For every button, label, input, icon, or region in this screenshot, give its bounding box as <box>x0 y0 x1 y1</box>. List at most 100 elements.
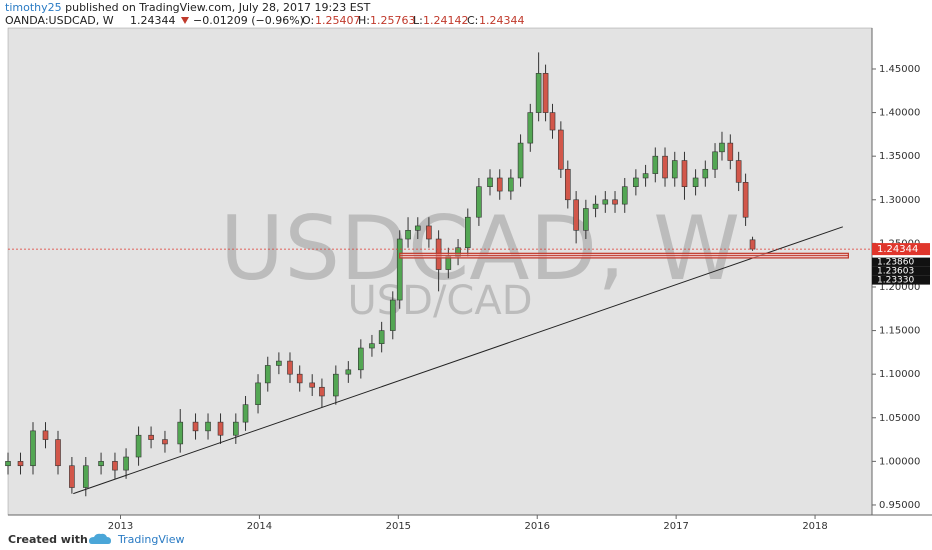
candle-body <box>558 129 564 170</box>
candle-body <box>55 439 61 467</box>
watermark-sub: USD/CAD <box>347 278 532 324</box>
candle-body <box>148 434 154 440</box>
low-value: 1.24142 <box>423 14 469 27</box>
candle-body <box>735 160 742 183</box>
candle-body <box>396 238 403 301</box>
candle-body <box>319 386 325 397</box>
candle-body <box>573 199 579 231</box>
candle-body <box>135 434 142 458</box>
candle-body <box>681 160 688 188</box>
x-tick-label: 2013 <box>108 521 133 532</box>
candle-body <box>749 239 756 250</box>
last-price: 1.24344 <box>130 14 176 27</box>
candle-body <box>527 112 534 144</box>
y-tick-label: 1.05000 <box>879 413 920 424</box>
plot-area <box>7 27 873 516</box>
footer-brand[interactable]: TradingView <box>117 533 184 546</box>
candle-body <box>702 168 709 179</box>
candle-body <box>414 225 421 231</box>
x-tick-label: 2014 <box>247 521 272 532</box>
candle-body <box>82 465 89 488</box>
y-tick-label: 1.20000 <box>879 282 920 293</box>
candle-body <box>17 461 24 467</box>
candle-body <box>642 173 649 179</box>
candle-body <box>535 73 542 113</box>
candle-body <box>592 203 599 209</box>
zone-badge-label: 1.23603 <box>877 267 914 277</box>
candle-body <box>612 199 618 205</box>
logo <box>89 533 111 544</box>
candle-body <box>345 369 352 375</box>
zone-badge-label: 1.23860 <box>877 258 914 268</box>
candle-body <box>564 168 571 201</box>
candle-body <box>264 365 271 384</box>
x-tick-label: 2018 <box>802 521 827 532</box>
candle-body <box>719 142 725 153</box>
candle-body <box>30 430 36 467</box>
candle-body <box>583 208 589 231</box>
candle-body <box>692 177 699 188</box>
candle-body <box>487 177 493 188</box>
candle-body <box>5 461 11 467</box>
high-value: 1.25763 <box>370 14 416 27</box>
candle-body <box>369 343 375 349</box>
low-label: L: <box>413 14 423 27</box>
candle-body <box>621 186 628 205</box>
candle-body <box>242 404 249 423</box>
candle-body <box>405 229 411 240</box>
symbol: OANDA:USDCAD, W <box>5 14 114 27</box>
zone-badge <box>872 257 930 267</box>
candle-body <box>712 151 718 170</box>
candle-body <box>727 142 734 161</box>
candle-body <box>389 299 396 331</box>
zone-badge <box>872 275 930 285</box>
zone-badge <box>872 266 930 276</box>
y-tick-label: 1.10000 <box>879 369 920 380</box>
y-tick-label: 1.15000 <box>879 326 920 337</box>
y-tick-label: 1.30000 <box>879 195 920 206</box>
candle-body <box>309 382 316 388</box>
y-tick-label: 0.95000 <box>879 500 920 511</box>
candle-body <box>662 155 668 179</box>
candle-body <box>69 465 75 488</box>
candle-body <box>233 421 239 436</box>
candle-body <box>549 112 556 131</box>
last-price-badge <box>872 243 930 256</box>
candle-body <box>671 160 678 179</box>
close-value: 1.24344 <box>479 14 525 27</box>
candle-body <box>602 199 609 205</box>
candle-body <box>633 177 639 188</box>
candle-body <box>476 186 482 218</box>
candle-body <box>517 142 524 179</box>
open-value: 1.25407 <box>315 14 361 27</box>
high-label: H: <box>358 14 370 27</box>
candle-body <box>162 439 168 445</box>
candle-body <box>98 461 104 467</box>
candle-body <box>542 73 549 113</box>
candle-body <box>42 430 49 440</box>
change: −0.01209 (−0.96%) <box>193 14 304 27</box>
plot: 2013 2014 2015 2016 2017 2018 0.95000 1.00000 1.… <box>5 52 920 532</box>
candle-body <box>464 216 471 249</box>
y-tick-label: 1.00000 <box>879 456 920 467</box>
candle-body <box>742 182 749 218</box>
y-tick-label: 1.35000 <box>879 151 920 162</box>
candle-body <box>508 177 514 192</box>
candle-body <box>123 456 129 471</box>
candle-body <box>255 382 261 405</box>
publisher[interactable]: timothy25 <box>5 1 62 14</box>
candle-body <box>192 421 199 432</box>
y-tick-label: 1.45000 <box>879 64 920 75</box>
candle-body <box>205 421 211 432</box>
trendline <box>73 226 843 495</box>
last-price-badge-label: 1.24344 <box>877 244 918 255</box>
candle-body <box>112 461 118 471</box>
candle-body <box>358 347 364 371</box>
down-arrow <box>181 17 189 24</box>
close-label: C: <box>467 14 478 27</box>
header-line: timothy25 published on TradingView.com, … <box>5 1 371 14</box>
candle-body <box>652 155 659 174</box>
published: published on TradingView.com, July 28, 2… <box>65 1 371 14</box>
candle-body <box>276 360 282 366</box>
